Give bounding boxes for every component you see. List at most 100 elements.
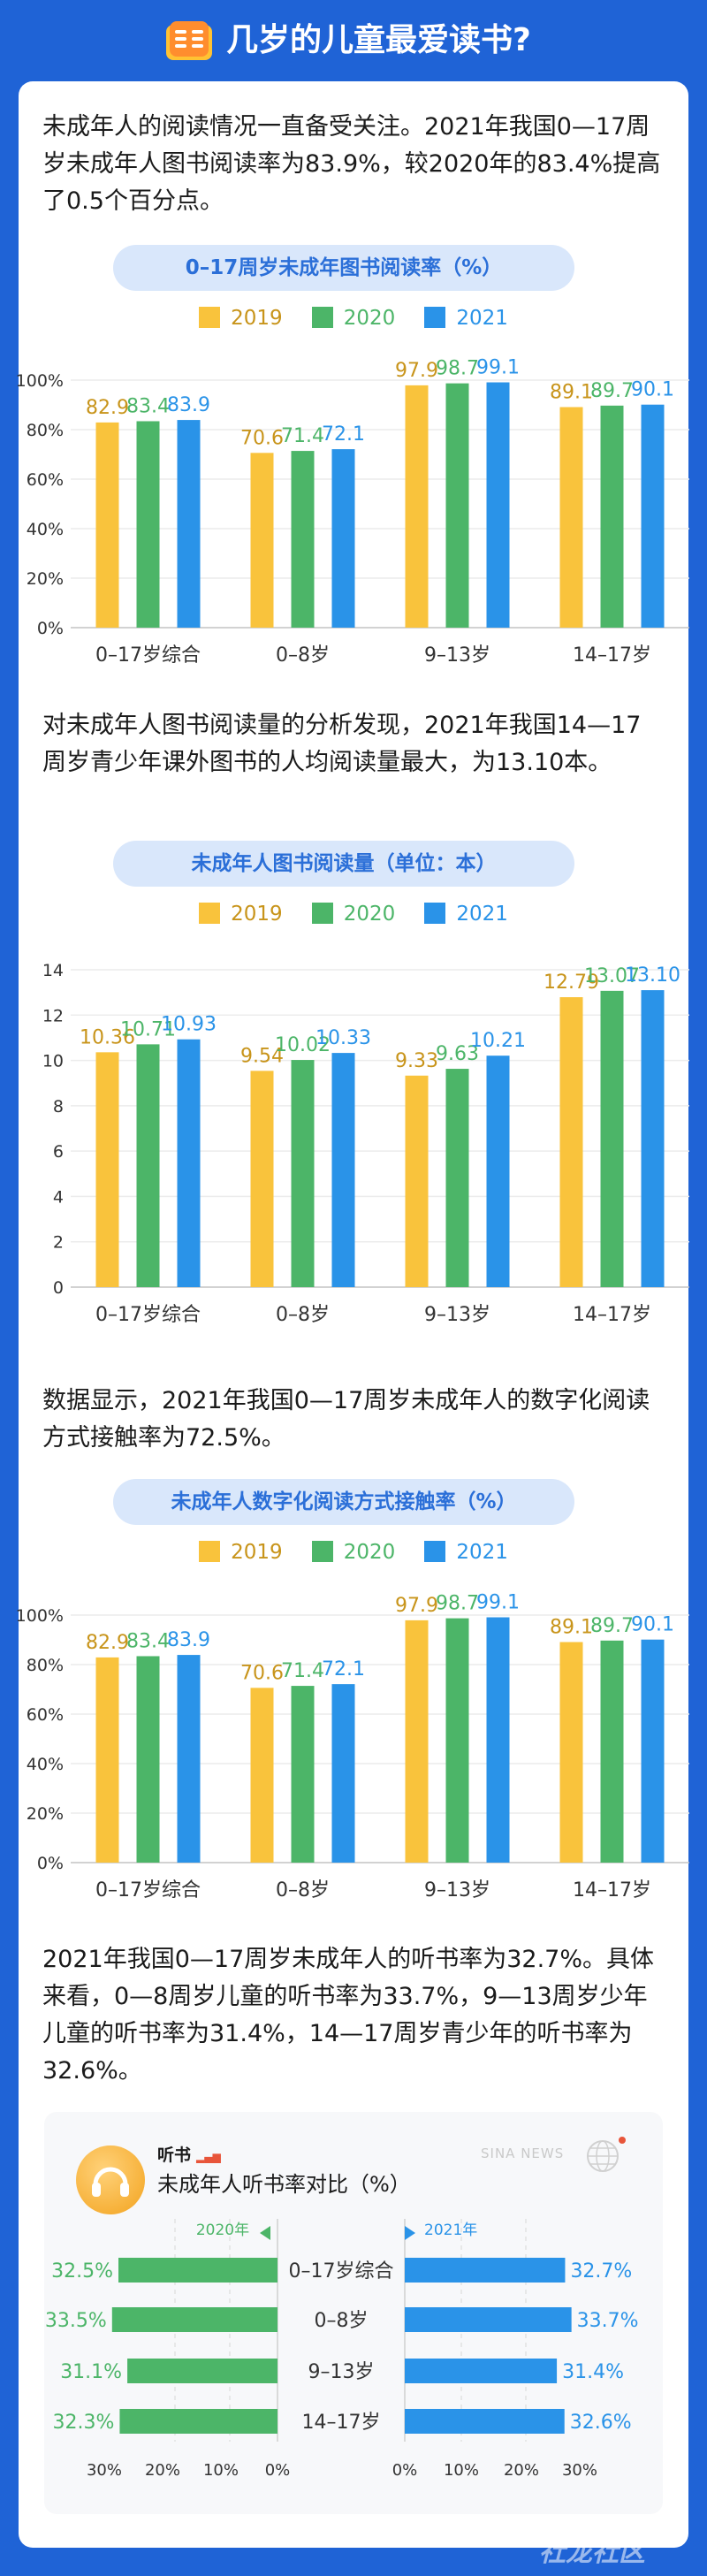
x-tick-label: 9–13岁 — [424, 644, 490, 667]
bar — [177, 1655, 201, 1863]
bar — [250, 1688, 274, 1863]
bar-value-label: 12.79 — [544, 972, 599, 994]
bar-value-label: 31.4% — [562, 2361, 624, 2383]
bar — [291, 1686, 315, 1863]
bar-value-label: 33.7% — [577, 2310, 639, 2332]
legend-swatch-2020 — [311, 1541, 333, 1562]
legend-label-2019: 2019 — [231, 903, 283, 926]
bar-value-label: 10.36 — [80, 1026, 135, 1048]
bar-value-label: 71.4 — [281, 1660, 324, 1682]
y-tick-label: 40% — [27, 520, 64, 539]
bar — [445, 383, 469, 628]
bar — [291, 451, 315, 628]
bar-value-label: 70.6 — [240, 427, 284, 449]
bar — [559, 1642, 583, 1863]
bar-value-label: 83.4 — [126, 395, 170, 417]
chart2-title: 未成年人图书阅读量（单位：本） — [113, 841, 574, 887]
left-arrow-icon — [260, 2226, 270, 2240]
y-tick-label: 20% — [27, 1804, 64, 1824]
bar-value-label: 89.7 — [590, 1615, 634, 1637]
headphones-icon — [76, 2145, 145, 2214]
x-tick-label: 20% — [504, 2461, 539, 2480]
legend-item-2020: 2020 — [311, 1536, 396, 1568]
chart1-legend: 2019 2020 2021 — [0, 302, 707, 334]
bar-value-label: 10.71 — [120, 1018, 176, 1040]
signal-icon: ▂▄▆ — [196, 2151, 221, 2163]
legend-swatch-2021 — [424, 1541, 446, 1562]
legend-item-2019: 2019 — [199, 302, 283, 334]
bar-value-label: 83.4 — [126, 1630, 170, 1652]
y-tick-label: 0% — [37, 1854, 64, 1873]
x-tick-label: 14–17岁 — [573, 1879, 651, 1902]
bar-value-label: 83.9 — [167, 1629, 210, 1651]
audio-paragraph: 2021年我国0—17周岁未成年人的听书率为32.7%。具体来看，0—8周岁儿童… — [42, 1946, 655, 2084]
y-tick-label: 40% — [27, 1755, 64, 1774]
bar-2020 — [127, 2359, 277, 2383]
right-series-label: 2021年 — [424, 2222, 477, 2239]
bar — [95, 422, 119, 628]
bar — [405, 385, 429, 628]
bar — [486, 382, 510, 628]
page-header: 几岁的儿童最爱读书? — [0, 0, 707, 81]
bar — [445, 1618, 469, 1863]
x-tick-label: 0% — [265, 2461, 291, 2480]
bar-value-label: 98.7 — [436, 358, 479, 380]
bar-value-label: 97.9 — [395, 1595, 438, 1617]
y-tick-label: 2 — [53, 1233, 64, 1253]
y-tick-label: 4 — [53, 1187, 64, 1207]
x-tick-label: 0–17岁综合 — [95, 644, 201, 667]
bar-2021 — [405, 2359, 558, 2383]
legend-item-2021: 2021 — [424, 302, 508, 334]
bar-value-label: 70.6 — [240, 1662, 284, 1684]
left-series-label: 2020年 — [196, 2222, 249, 2239]
bar-value-label: 10.21 — [470, 1030, 526, 1052]
bar-value-label: 99.1 — [476, 357, 520, 379]
intro-paragraph: 未成年人的阅读情况一直备受关注。2021年我国0—17周岁未成年人图书阅读率为8… — [42, 113, 661, 215]
bar — [95, 1657, 119, 1863]
bar — [291, 1060, 315, 1287]
digital-paragraph: 数据显示，2021年我国0—17周岁未成年人的数字化阅读方式接触率为72.5%。 — [42, 1387, 650, 1452]
bar — [136, 1044, 160, 1287]
y-tick-label: 0 — [53, 1278, 64, 1298]
right-arrow-icon — [405, 2226, 415, 2240]
bar-value-label: 89.1 — [550, 382, 593, 404]
bar-2021 — [405, 2307, 572, 2332]
bar-2021 — [405, 2409, 565, 2434]
x-tick-label: 10% — [444, 2461, 479, 2480]
x-tick-label: 14–17岁 — [573, 1304, 651, 1326]
y-tick-label: 6 — [53, 1142, 64, 1162]
bar-value-label: 33.5% — [45, 2310, 107, 2332]
x-tick-label: 30% — [87, 2461, 122, 2480]
audiobook-butterfly-chart: 2020年 2021年 32.5% 32.7% 0–17岁综合 33.5% 33.7% 0–8… — [45, 2219, 639, 2480]
legend-label-2019: 2019 — [231, 307, 283, 330]
reading-rate-chart: 0% 20% 40% 60% 80% 100% 82.983.483.9 0–17岁综合 70.… — [16, 357, 689, 667]
bar-value-label: 10.02 — [275, 1034, 331, 1056]
bar — [177, 1039, 201, 1287]
bar — [250, 453, 274, 628]
globe-icon — [587, 2137, 626, 2172]
bar — [331, 449, 355, 628]
bar-2021 — [405, 2258, 566, 2283]
bar — [405, 1075, 429, 1287]
bar-value-label: 32.3% — [53, 2412, 115, 2434]
x-tick-label: 9–13岁 — [424, 1304, 490, 1326]
category-label: 9–13岁 — [308, 2361, 375, 2383]
bar-value-label: 13.10 — [625, 964, 680, 987]
bar — [445, 1069, 469, 1287]
category-label: 0–17岁综合 — [289, 2260, 394, 2283]
bar — [486, 1056, 510, 1287]
legend-label-2020: 2020 — [343, 1541, 396, 1564]
bar — [600, 1640, 624, 1863]
bar-value-label: 83.9 — [167, 394, 210, 416]
legend-label-2021: 2021 — [456, 903, 508, 926]
watermark: 社龙社区 — [539, 2537, 645, 2568]
y-tick-label: 60% — [27, 470, 64, 490]
category-label: 14–17岁 — [302, 2412, 381, 2434]
x-tick-label: 0–8岁 — [276, 1879, 330, 1902]
bar-value-label: 72.1 — [322, 423, 365, 446]
bar — [641, 404, 665, 628]
page-title: 几岁的儿童最爱读书? — [226, 22, 531, 58]
x-tick-label: 0–17岁综合 — [95, 1304, 201, 1326]
y-tick-label: 12 — [42, 1006, 64, 1025]
bar — [405, 1620, 429, 1863]
